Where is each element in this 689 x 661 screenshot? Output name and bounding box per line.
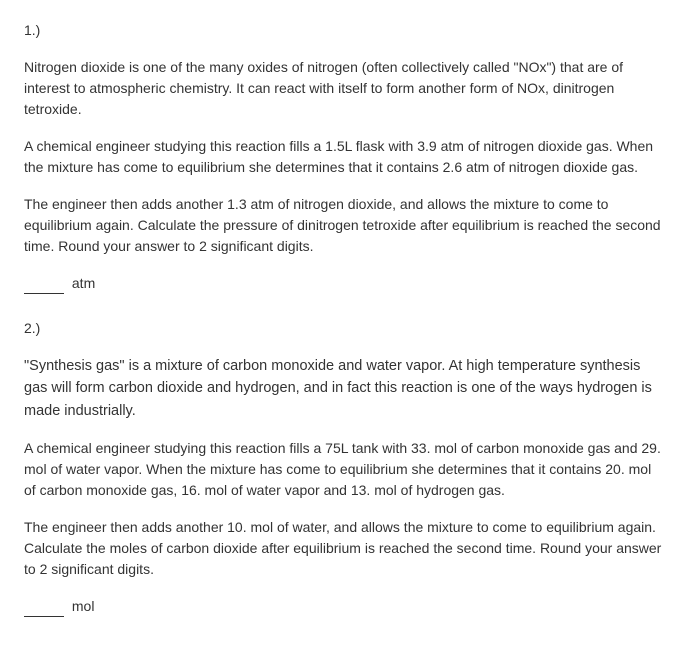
q2-answer-blank[interactable] xyxy=(24,603,64,617)
q2-paragraph-2: A chemical engineer studying this reacti… xyxy=(24,438,665,501)
q1-answer-line: atm xyxy=(24,273,665,294)
q1-paragraph-3: The engineer then adds another 1.3 atm o… xyxy=(24,194,665,257)
q2-paragraph-3: The engineer then adds another 10. mol o… xyxy=(24,517,665,580)
q2-answer-unit: mol xyxy=(72,598,95,614)
q2-paragraph-1: "Synthesis gas" is a mixture of carbon m… xyxy=(24,355,665,422)
q1-paragraph-2: A chemical engineer studying this reacti… xyxy=(24,136,665,178)
q1-number: 1.) xyxy=(24,20,665,41)
q2-answer-line: mol xyxy=(24,596,665,617)
q2-number: 2.) xyxy=(24,318,665,339)
q1-answer-unit: atm xyxy=(72,275,95,291)
q1-answer-blank[interactable] xyxy=(24,280,64,294)
q1-paragraph-1: Nitrogen dioxide is one of the many oxid… xyxy=(24,57,665,120)
